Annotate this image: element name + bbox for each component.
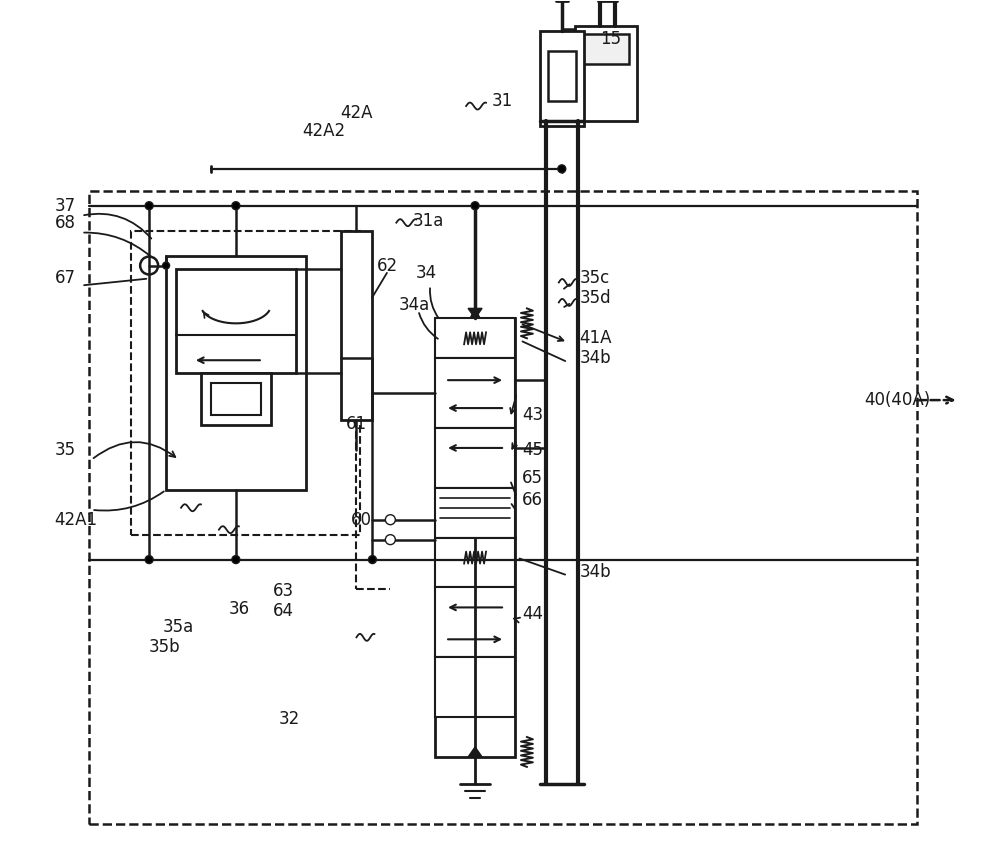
Text: 45: 45 [522, 441, 543, 459]
Text: 32: 32 [279, 710, 300, 728]
Text: 63: 63 [273, 582, 294, 600]
Text: 41A: 41A [580, 329, 612, 347]
Text: 31: 31 [492, 92, 513, 110]
Circle shape [385, 534, 395, 545]
Bar [435, 428, 515, 488]
Text: 35c: 35c [580, 270, 610, 288]
Text: 34: 34 [415, 264, 436, 282]
Text: 67: 67 [54, 270, 75, 288]
Text: 36: 36 [229, 600, 250, 618]
Bar [341, 231, 372, 420]
Bar [548, 52, 576, 101]
Bar [435, 319, 515, 538]
Text: 35b: 35b [149, 638, 181, 656]
Bar [435, 319, 515, 358]
Circle shape [558, 165, 566, 173]
Circle shape [232, 202, 240, 210]
Bar [131, 231, 360, 534]
Bar [435, 358, 515, 428]
Text: 35a: 35a [163, 618, 194, 637]
Text: 40(40A): 40(40A) [864, 391, 930, 409]
Text: 68: 68 [54, 214, 75, 232]
Bar [435, 538, 515, 757]
Text: 34b: 34b [580, 563, 611, 581]
Text: 44: 44 [522, 606, 543, 624]
Bar [89, 191, 917, 824]
Polygon shape [470, 308, 480, 319]
Text: 37: 37 [54, 197, 76, 215]
Bar [435, 657, 515, 717]
Circle shape [145, 556, 153, 564]
Bar [540, 31, 584, 126]
Text: 42A: 42A [341, 104, 373, 122]
Circle shape [385, 515, 395, 525]
Circle shape [145, 202, 153, 210]
Bar [176, 269, 296, 373]
Text: 15: 15 [600, 30, 621, 48]
Bar [435, 538, 515, 588]
Bar [583, 34, 629, 64]
Text: 31a: 31a [412, 211, 444, 229]
Bar [166, 256, 306, 490]
Circle shape [163, 262, 170, 269]
Text: 60: 60 [350, 511, 371, 528]
Text: 42A1: 42A1 [54, 511, 98, 528]
Polygon shape [468, 747, 482, 757]
Text: 62: 62 [376, 257, 398, 275]
Text: 43: 43 [522, 406, 543, 424]
Bar [435, 488, 515, 538]
Text: 64: 64 [273, 602, 294, 620]
Bar [435, 588, 515, 657]
Circle shape [232, 556, 240, 564]
Text: 42A2: 42A2 [303, 122, 346, 140]
Text: 35: 35 [54, 441, 76, 459]
Bar [211, 383, 261, 415]
Text: 34a: 34a [398, 296, 430, 314]
Bar [201, 373, 271, 425]
Bar [575, 27, 637, 121]
Text: 35d: 35d [580, 289, 611, 308]
Text: 61: 61 [346, 415, 367, 433]
Text: 65: 65 [522, 469, 543, 487]
Text: 34b: 34b [580, 350, 611, 368]
Circle shape [368, 556, 376, 564]
Polygon shape [468, 308, 482, 319]
Text: 66: 66 [522, 490, 543, 509]
Circle shape [471, 202, 479, 210]
